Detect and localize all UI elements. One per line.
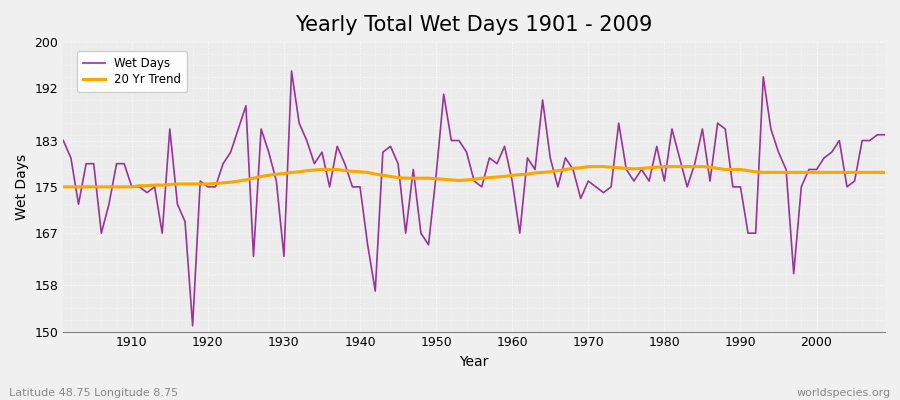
- 20 Yr Trend: [583, 164, 594, 169]
- Y-axis label: Wet Days: Wet Days: [15, 154, 29, 220]
- Wet Days: [286, 69, 297, 74]
- 20 Yr Trend: [286, 170, 297, 175]
- 20 Yr Trend: [58, 184, 68, 189]
- 20 Yr Trend: [119, 184, 130, 189]
- 20 Yr Trend: [879, 170, 890, 175]
- 20 Yr Trend: [332, 167, 343, 172]
- Wet Days: [515, 231, 526, 236]
- Wet Days: [613, 121, 624, 126]
- Legend: Wet Days, 20 Yr Trend: Wet Days, 20 Yr Trend: [77, 51, 187, 92]
- Text: worldspecies.org: worldspecies.org: [796, 388, 891, 398]
- Wet Days: [187, 323, 198, 328]
- Wet Days: [119, 161, 130, 166]
- Line: Wet Days: Wet Days: [63, 71, 885, 326]
- X-axis label: Year: Year: [460, 355, 489, 369]
- Wet Days: [58, 138, 68, 143]
- Wet Days: [302, 138, 312, 143]
- Text: Latitude 48.75 Longitude 8.75: Latitude 48.75 Longitude 8.75: [9, 388, 178, 398]
- 20 Yr Trend: [606, 165, 616, 170]
- 20 Yr Trend: [507, 173, 517, 178]
- Line: 20 Yr Trend: 20 Yr Trend: [63, 166, 885, 187]
- Wet Days: [879, 132, 890, 137]
- Title: Yearly Total Wet Days 1901 - 2009: Yearly Total Wet Days 1901 - 2009: [295, 15, 652, 35]
- 20 Yr Trend: [500, 174, 510, 179]
- Wet Days: [522, 156, 533, 160]
- Wet Days: [347, 184, 358, 189]
